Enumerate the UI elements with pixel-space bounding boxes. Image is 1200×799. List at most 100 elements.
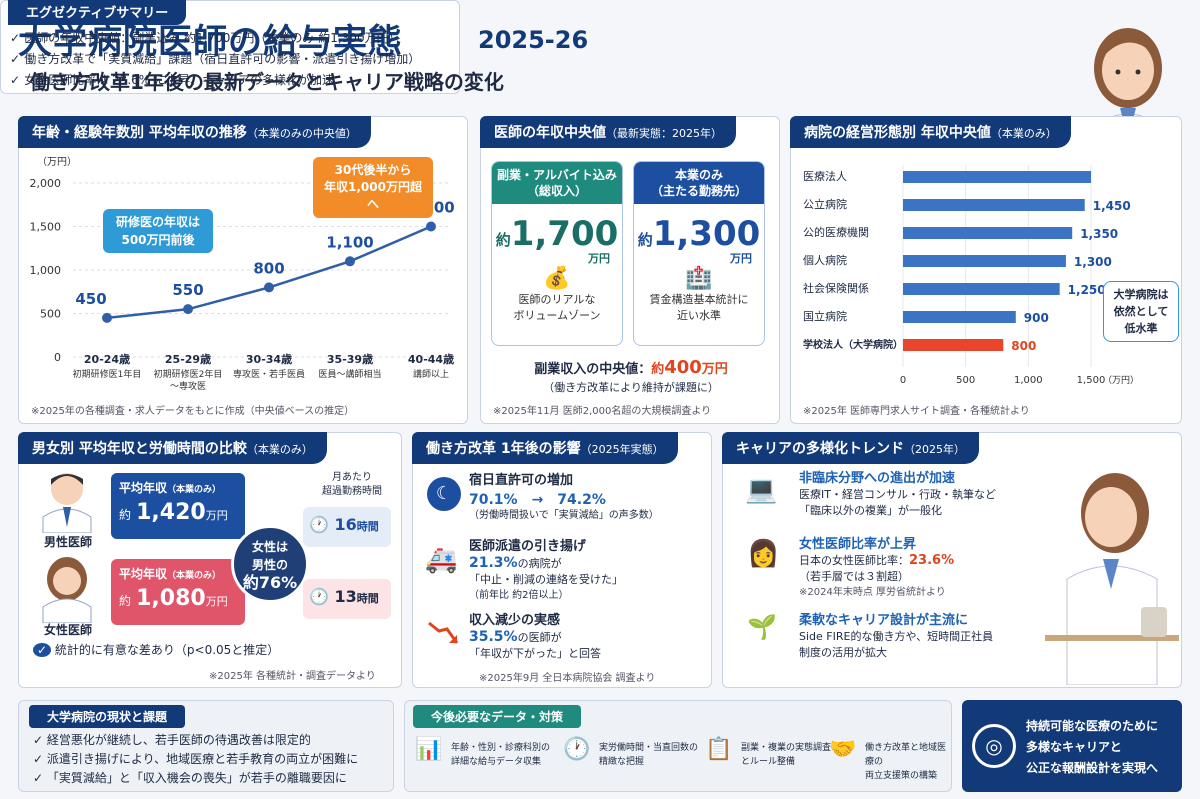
- side-income-note: （働き方改革により維持が課題に）: [543, 381, 719, 394]
- male-overtime-box: 🕐 16時間: [303, 507, 391, 547]
- panel-note: ※2025年の各種調査・求人データをもとに作成（中央値ベースの推定）: [31, 406, 355, 417]
- median-income-panel: 医師の年収中央値（最新実態：2025年） 副業・アルバイト込み （総収入） 約1,…: [480, 116, 780, 424]
- reform-item-1: 宿日直許可の増加 70.1% → 74.2% （労働時間扱いで「実質減給」の声多…: [469, 473, 659, 521]
- summary-item: 女性医師比率は 23.6% に上昇、キャリアの多様化が加速: [10, 70, 420, 91]
- panel-note: ※2025年9月 全日本病院協会 調査より: [479, 673, 656, 684]
- gender-panel: 男女別 平均年収と労働時間の比較（本業のみ） 男性医師 女性医師 平均年収（本業…: [18, 432, 402, 688]
- check-icon: ✓: [33, 733, 47, 747]
- x-tick-label: 25-29歳: [165, 352, 211, 366]
- panel-title: キャリアの多様化トレンド（2025年）: [722, 432, 979, 464]
- status-list: ✓ 経営悪化が継続し、若手医師の待遇改善は限定的 ✓ 派遣引き揚げにより、地域医…: [33, 731, 358, 788]
- career-item-1: 非臨床分野への進出が加速 医療IT・経営コンサル・行政・執筆など 「臨床以外の複…: [799, 471, 996, 517]
- female-label: 女性医師: [43, 623, 92, 637]
- panel-title: 医師の年収中央値（最新実態：2025年）: [480, 116, 736, 148]
- handshake-icon: 🤝: [829, 737, 857, 762]
- bar: [903, 283, 1060, 295]
- x-tick-label: 1,500: [1077, 375, 1106, 386]
- reform-item-3: 収入減少の実感 35.5%の医師が 「年収が下がった」と回答: [469, 613, 601, 660]
- bar: [903, 311, 1016, 323]
- category-label: 社会保険関係: [803, 281, 869, 295]
- laptop-icon: 💻: [745, 475, 778, 505]
- panel-note: ※2025年11月 医師2,000名超の大規模調査より: [493, 406, 712, 417]
- data-label: 1,250: [1068, 283, 1106, 297]
- hospital-icon: 🏥: [685, 266, 713, 291]
- x-tick-sublabel: 初期研修医2年目: [154, 368, 223, 380]
- checklist-icon: 📋: [705, 737, 733, 762]
- need-item: 働き方改革と地域医療の 両立支援策の構築: [865, 743, 947, 781]
- hospital-type-panel: 病院の経営形態別 年収中央値（本業のみ） 0 500 1,000 1,500 （万円） 医…: [790, 116, 1182, 424]
- y-tick-label: 1,000: [30, 264, 62, 277]
- reform-panel: 働き方改革 1年後の影響（2025年実態） ☾ 宿日直許可の増加 70.1% →…: [412, 432, 712, 688]
- sprout-icon: 🌱: [747, 613, 777, 641]
- y-tick-label: 0: [54, 351, 61, 364]
- x-tick-label: 500: [956, 375, 975, 386]
- panel-note: ※2025年 医師専門求人サイト調査・各種統計より: [803, 406, 1030, 417]
- x-unit-label: （万円）: [1103, 375, 1139, 386]
- target-icon: ◎: [972, 724, 1016, 768]
- y-unit-label: （万円）: [37, 156, 77, 168]
- male-label: 男性医師: [43, 535, 92, 549]
- need-item: 実労働時間・当直回数の 精緻な把握: [599, 743, 699, 767]
- data-label: 1,300: [1074, 255, 1112, 269]
- clock-icon: 🕐: [563, 737, 591, 762]
- check-icon: ✓: [33, 771, 47, 785]
- need-item: 副業・複業の実態調査 とルール整備: [741, 743, 832, 767]
- hospital-callout: 大学病院は 依然として 低水準: [1103, 281, 1179, 342]
- female-income-box: 平均年収（本業のみ） 約 1,080万円: [111, 559, 245, 625]
- needs-panel: 今後必要なデータ・対策 📊 年齢・性別・診療科別の 詳細な給与データ収集 🕐 実労…: [404, 700, 952, 792]
- data-label: 450: [75, 290, 106, 308]
- category-label: 公的医療機関: [803, 225, 869, 239]
- ambulance-icon: 🚑: [425, 545, 458, 575]
- data-point: [102, 312, 112, 323]
- status-item: ✓ 「実質減給」と「収入機会の喪失」が若手の離職要因に: [33, 771, 347, 785]
- clock-icon: 🕐: [309, 587, 329, 606]
- callout-resident: 研修医の年収は 500万円前後: [103, 209, 213, 253]
- clock-icon: 🕐: [309, 515, 329, 534]
- x-tick-label: 35-39歳: [327, 352, 373, 366]
- data-label: 1,450: [1093, 199, 1131, 213]
- panel-title: 働き方改革 1年後の影響（2025年実態）: [412, 432, 678, 464]
- x-tick-sublabel: 専攻医・若手医員: [233, 368, 305, 380]
- money-bag-icon: 💰: [543, 266, 571, 291]
- panel-title: 年齢・経験年数別 平均年収の推移（本業のみの中央値）: [18, 116, 371, 148]
- category-label: 公立病院: [803, 197, 847, 211]
- age-income-line-chart: （万円） 0 500 1,000 1,500 2,000 450 20-24歳初期研修医1年目…: [30, 156, 455, 392]
- panel-title: 病院の経営形態別 年収中央値（本業のみ）: [790, 116, 1071, 148]
- decline-chart-icon: [428, 621, 459, 644]
- category-label: 医療法人: [803, 169, 847, 183]
- x-tick-sublabel: 講師以上: [413, 368, 449, 380]
- bar: [903, 255, 1066, 267]
- y-tick-label: 2,000: [30, 177, 62, 190]
- ratio-circle: 女性は 男性の 約76%: [231, 525, 309, 603]
- summary-item: 医師の年収中央値：副業込み 約1,700万円（本業のみ 約1,300万円）: [10, 28, 420, 49]
- panel-note: ※2025年 各種統計・調査データより: [209, 671, 376, 682]
- data-point: [183, 304, 193, 315]
- data-label: 1,100: [326, 233, 373, 251]
- callout-30s: 30代後半から 年収1,000万円超へ: [313, 157, 433, 218]
- data-point: [264, 282, 274, 293]
- data-label: 1,350: [1080, 227, 1118, 241]
- x-tick-label: 0: [900, 375, 906, 386]
- x-tick-label: 40-44歳: [408, 352, 454, 366]
- x-tick-label: 1,000: [1014, 375, 1043, 386]
- total-income-card: 副業・アルバイト込み （総収入） 約1,700 万円 💰 医師のリアルな ボリューム…: [491, 161, 623, 346]
- check-icon: ✓: [33, 643, 52, 657]
- male-doctor-icon: [42, 473, 92, 533]
- summary-title: エグゼクティブサマリー: [8, 0, 187, 25]
- female-doctor-working-illustration: [1045, 473, 1179, 685]
- x-tick-sublabel: 医員〜講師相当: [318, 368, 381, 380]
- main-income-card: 本業のみ （主たる勤務先） 約1,300 万円 🏥 賃金構造基本統計に 近い水準: [633, 161, 765, 346]
- check-icon: ✓: [33, 752, 47, 766]
- data-point: [426, 221, 436, 232]
- bar: [903, 199, 1085, 211]
- category-label: 国立病院: [803, 309, 847, 323]
- bar: [903, 171, 1091, 183]
- x-tick-sublabel: 初期研修医1年目: [73, 368, 142, 380]
- panel-title: 今後必要なデータ・対策: [413, 705, 582, 728]
- side-income-median: 副業収入の中央値：約400万円: [534, 357, 728, 378]
- bar: [903, 227, 1073, 239]
- data-point: [345, 256, 355, 267]
- woman-icon: 👩: [747, 539, 780, 569]
- y-tick-label: 1,500: [30, 221, 62, 234]
